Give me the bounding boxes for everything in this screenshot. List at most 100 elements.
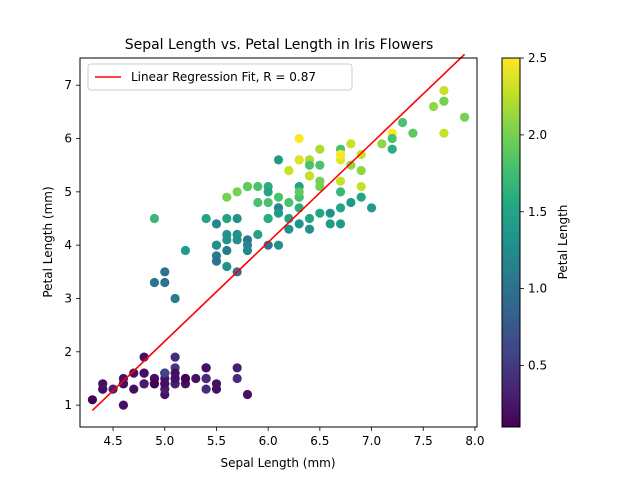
data-point [284, 197, 294, 208]
colorbar-tick-label: 1.0 [528, 282, 547, 296]
y-tick-label: 3 [64, 291, 72, 305]
data-point [232, 235, 242, 245]
data-point [294, 155, 304, 165]
data-point [346, 160, 356, 170]
chart-title: Sepal Length vs. Petal Length in Iris Fl… [125, 37, 434, 53]
data-point [315, 208, 325, 218]
data-point [170, 293, 180, 304]
data-point [149, 213, 160, 224]
plot-area-frame [79, 57, 478, 428]
data-point [294, 203, 304, 213]
data-point [98, 384, 108, 394]
data-point [211, 219, 222, 229]
data-point [387, 133, 397, 144]
data-point [284, 165, 294, 176]
x-tick-label: 7.5 [414, 434, 433, 448]
x-tick-label: 6.0 [259, 434, 278, 448]
x-tick-label: 8.0 [465, 434, 484, 448]
y-tick-label: 6 [64, 132, 72, 146]
data-point [170, 368, 180, 378]
data-point [232, 363, 242, 373]
data-point [160, 277, 170, 288]
data-point [201, 384, 211, 394]
data-point [180, 245, 191, 256]
regression-line [91, 53, 466, 412]
x-tick-label: 6.5 [310, 434, 329, 448]
data-point [294, 133, 304, 144]
data-point [232, 187, 242, 197]
data-point [139, 368, 149, 378]
data-point [253, 229, 263, 240]
data-point [273, 208, 284, 218]
data-point [335, 219, 346, 229]
data-point [273, 240, 284, 250]
colorbar-tick-label: 0.5 [528, 359, 547, 373]
data-point [304, 160, 315, 170]
data-point [335, 176, 346, 186]
x-tick-label: 4.5 [104, 434, 123, 448]
colorbar-gradient [502, 58, 520, 427]
data-point [408, 128, 418, 138]
colorbar-tick-label: 2.0 [528, 128, 547, 142]
data-point [356, 165, 366, 176]
data-point [263, 240, 273, 250]
data-point [201, 373, 211, 384]
colorbar-ticks: 0.5 1.0 1.5 2.0 2.5 [520, 51, 547, 373]
data-point [160, 368, 170, 378]
data-point [160, 379, 170, 389]
x-axis-label: Sepal Length (mm) [220, 456, 335, 470]
data-point [180, 373, 191, 384]
y-tick-label: 7 [64, 78, 72, 92]
data-point [149, 379, 160, 389]
data-points [87, 85, 470, 410]
data-point [315, 144, 325, 154]
data-point [439, 128, 449, 138]
x-axis-ticks: 4.5 5.0 5.5 6.0 6.5 7.0 7.5 8.0 [104, 427, 484, 448]
data-point [201, 213, 211, 224]
data-point [118, 400, 129, 410]
data-point [87, 395, 98, 405]
data-point [273, 155, 284, 165]
data-point [211, 240, 222, 250]
data-point [263, 187, 273, 197]
data-point [253, 181, 263, 192]
x-tick-label: 7.0 [362, 434, 381, 448]
data-point [222, 261, 232, 272]
y-axis-ticks: 1 2 3 4 5 6 7 [64, 78, 80, 412]
data-point [304, 224, 315, 234]
colorbar-label: Petal Length [556, 205, 570, 280]
data-point [263, 197, 273, 208]
data-point [439, 85, 449, 96]
data-point [459, 112, 470, 122]
data-point [242, 389, 253, 400]
data-point [129, 368, 139, 378]
legend-box [87, 63, 353, 91]
data-point [129, 384, 139, 394]
legend-entry: Linear Regression Fit, R = 0.87 [131, 70, 316, 84]
data-point [170, 352, 180, 362]
data-point [273, 192, 284, 202]
data-point [325, 219, 335, 229]
data-point [335, 203, 346, 213]
data-point [222, 213, 232, 224]
data-point [232, 213, 242, 224]
data-point [222, 192, 232, 202]
data-point [346, 139, 356, 149]
data-point [325, 208, 335, 218]
data-point [222, 245, 232, 256]
data-point [356, 149, 366, 160]
y-tick-label: 2 [64, 345, 72, 359]
data-point [118, 379, 129, 389]
data-point [253, 197, 263, 208]
data-point [108, 384, 118, 394]
data-point [160, 267, 170, 277]
data-point [211, 384, 222, 394]
data-point [139, 379, 149, 389]
regression-line-layer [91, 53, 466, 412]
x-tick-label: 5.5 [207, 434, 226, 448]
colorbar-tick-label: 2.5 [528, 51, 547, 65]
data-point [397, 117, 408, 128]
data-point [232, 373, 242, 384]
